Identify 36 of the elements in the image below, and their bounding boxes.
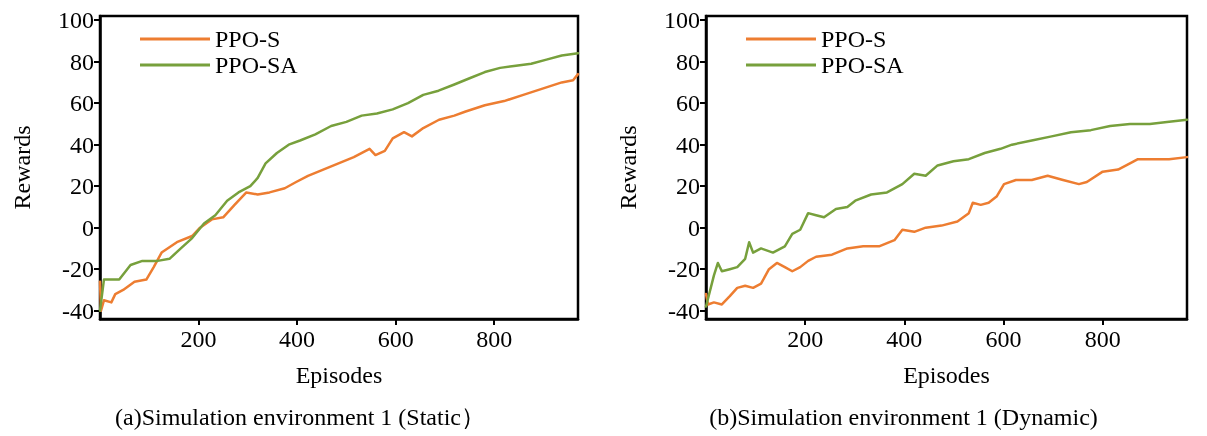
legend-label: PPO-SA <box>215 52 299 78</box>
y-tick-label: 100 <box>58 7 94 34</box>
x-tick-label: 400 <box>886 326 923 352</box>
line-series <box>704 118 1189 308</box>
y-tick-label: 0 <box>82 214 94 241</box>
y-tick-label: -20 <box>668 256 700 283</box>
y-tick-label: -40 <box>62 297 94 324</box>
x-axis-title: Episodes <box>295 362 383 388</box>
text: (a)Simulation environment 1 (Static） <box>115 404 485 430</box>
y-tick-label: 60 <box>676 90 700 117</box>
y-tick-label: 40 <box>676 131 700 158</box>
y-tick-label: 60 <box>70 90 94 117</box>
y-axis-title: Rewards <box>9 125 35 210</box>
y-tick-label: -40 <box>668 297 700 324</box>
y-tick-label: -20 <box>62 256 94 283</box>
x-tick-label: 800 <box>476 326 513 352</box>
line-series <box>704 155 1189 306</box>
x-axis-title: Episodes <box>903 362 990 388</box>
text: (b)Simulation environment 1 (Dynamic) <box>709 404 1098 430</box>
x-tick-label: 600 <box>985 326 1022 352</box>
x-tick-label: 600 <box>377 326 414 352</box>
y-tick-label: 100 <box>664 7 700 34</box>
y-tick-label: 80 <box>676 48 700 75</box>
x-tick-label: 200 <box>787 326 824 352</box>
y-tick-label: 20 <box>70 173 94 200</box>
y-tick-label: 0 <box>688 214 700 241</box>
x-tick-label: 400 <box>279 326 316 352</box>
y-tick-label: 40 <box>70 131 94 158</box>
legend-label: PPO-SA <box>821 52 905 78</box>
legend-label: PPO-S <box>821 26 887 52</box>
y-axis-title: Rewards <box>615 125 641 210</box>
legend-label: PPO-S <box>215 26 281 52</box>
y-tick-label: 20 <box>676 173 700 200</box>
y-tick-label: 80 <box>70 48 94 75</box>
x-tick-label: 200 <box>180 326 217 352</box>
x-tick-label: 800 <box>1084 326 1121 352</box>
